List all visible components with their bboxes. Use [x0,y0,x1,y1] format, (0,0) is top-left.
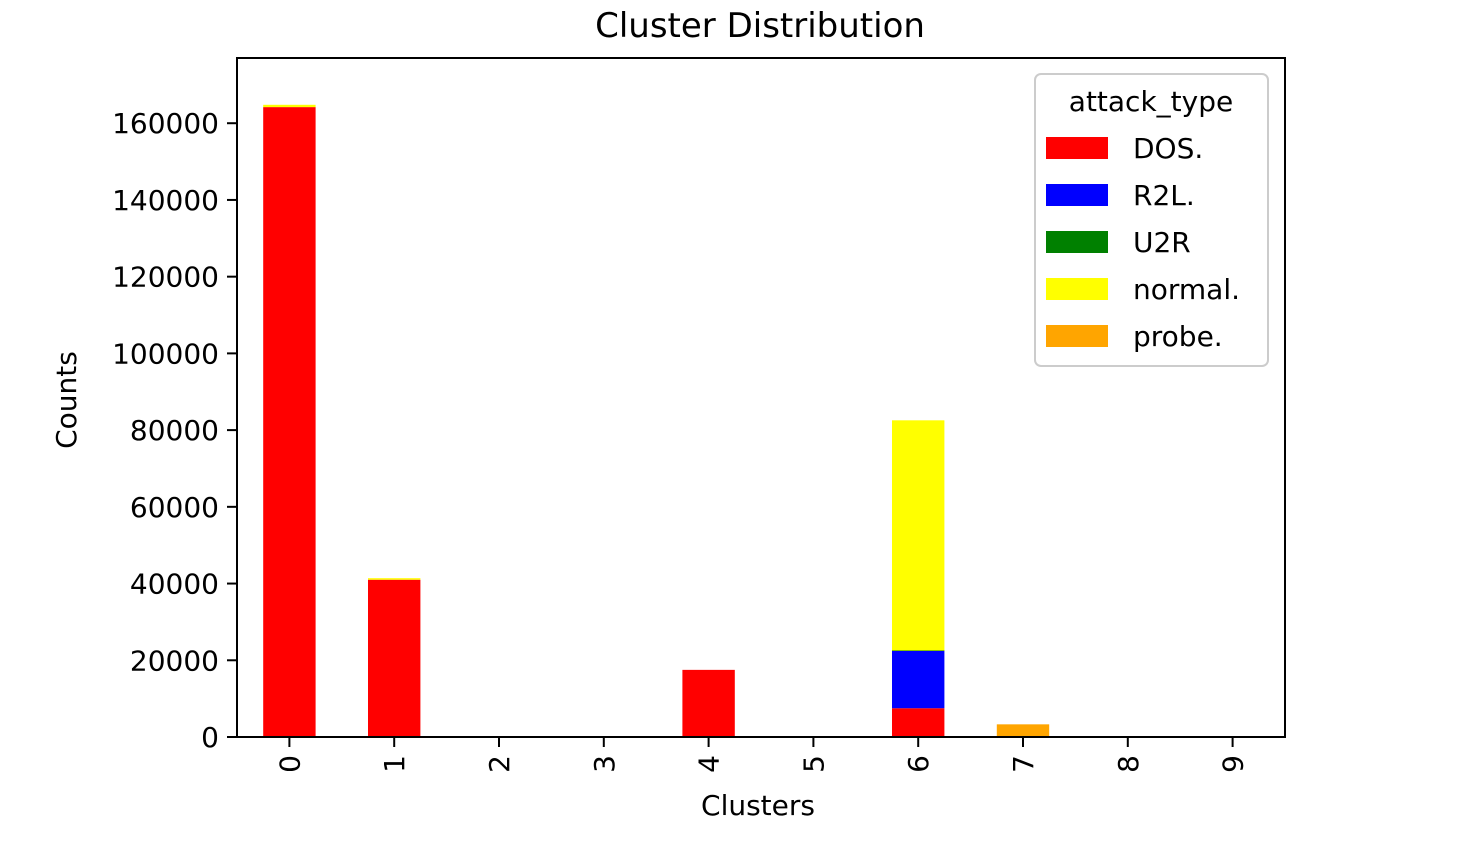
legend-label: probe. [1133,320,1223,353]
x-tick-label: 0 [273,755,306,773]
y-axis-label: Counts [50,351,83,449]
x-axis-label: Clusters [701,789,815,822]
y-axis: 0 20000 40000 60000 80000 100000 120000 140000 1… [112,107,237,754]
x-tick-label: 2 [483,755,516,773]
bar-cluster-7-series-4 [996,724,1050,737]
x-tick-label: 9 [1217,755,1250,773]
legend-swatch [1046,137,1108,159]
y-tick-label: 0 [201,721,219,754]
bar-cluster-6-series-1 [892,650,945,709]
x-tick-label: 6 [902,755,935,773]
bar-cluster-6-series-3 [892,420,945,651]
legend-swatch [1046,231,1108,253]
bar-cluster-0-series-3 [263,104,316,108]
y-tick-label: 160000 [112,107,219,140]
y-tick-label: 100000 [112,337,219,370]
x-tick-label: 4 [693,755,726,773]
legend-label: DOS. [1133,132,1203,165]
legend-label: U2R [1133,226,1191,259]
y-tick-label: 80000 [130,414,219,447]
x-tick-label: 1 [378,755,411,773]
y-tick-label: 20000 [130,644,219,677]
x-axis: 0 1 2 3 4 5 6 7 8 9 [273,737,1250,773]
bar-cluster-4-series-0 [682,669,735,737]
plot-frame [236,57,1286,738]
y-tick-label: 60000 [130,491,219,524]
bar-cluster-1-series-0 [368,579,421,737]
y-tick-label: 140000 [112,184,219,217]
x-tick-label: 7 [1007,755,1040,773]
x-tick-label: 3 [588,755,621,773]
chart-title: Cluster Distribution [595,6,925,46]
legend-swatch [1046,325,1108,347]
bar-cluster-6-series-0 [892,708,945,737]
bar-cluster-6-series-2 [892,650,945,651]
x-tick-label: 8 [1112,755,1145,773]
bar-cluster-0-series-0 [263,107,316,737]
legend-label: normal. [1133,273,1240,306]
bar-cluster-1-series-3 [368,578,421,580]
legend: attack_type DOS. R2L. U2R normal. probe. [1034,73,1269,367]
legend-label: R2L. [1133,179,1195,212]
y-tick-label: 40000 [130,568,219,601]
legend-swatch [1046,278,1108,300]
legend-swatch [1046,184,1108,206]
legend-title: attack_type [1069,85,1233,118]
bars-layer [263,104,1050,737]
x-tick-label: 5 [797,755,830,773]
y-tick-label: 120000 [112,261,219,294]
